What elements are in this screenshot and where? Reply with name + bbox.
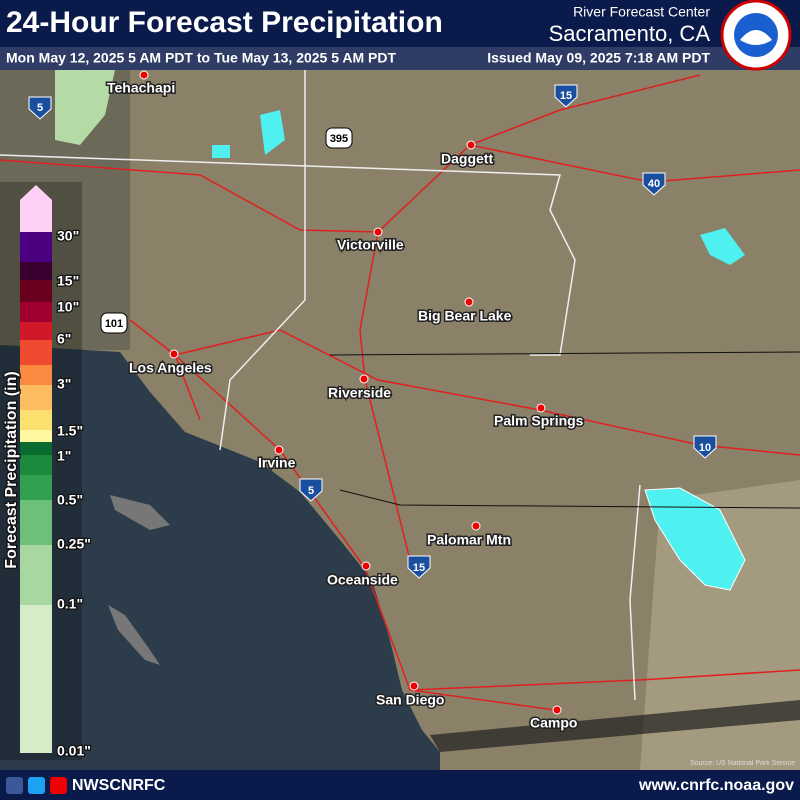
city-label: Riverside (328, 385, 391, 401)
city-label: Big Bear Lake (418, 308, 512, 324)
forecast-period: Mon May 12, 2025 5 AM PDT to Tue May 13,… (6, 50, 396, 66)
highway-label: 5 (308, 485, 314, 497)
highway-label: 395 (330, 133, 348, 145)
map: Tehachapi Daggett Victorville Big Bear L… (0, 70, 800, 770)
city-label: Palm Springs (494, 413, 584, 429)
city-label: Campo (530, 715, 577, 731)
highway-label: 5 (37, 102, 43, 114)
highway-label: 40 (648, 178, 660, 190)
highway-label: 10 (699, 442, 711, 454)
issued-time: Issued May 09, 2025 7:18 AM PDT (487, 50, 710, 66)
legend-title: Forecast Precipitation (in) (3, 371, 20, 568)
header: 24-Hour Forecast Precipitation River For… (0, 0, 800, 71)
city-label: Oceanside (327, 572, 398, 588)
legend-label: 10" (57, 299, 79, 315)
legend-label: 3" (57, 376, 71, 392)
city-label: Victorville (337, 237, 404, 253)
legend-label: 30" (57, 228, 79, 244)
legend-label: 1" (57, 448, 71, 464)
legend-label: 0.01" (57, 743, 91, 759)
highway-shields: 5 15 395 40 101 10 5 15 (28, 84, 717, 579)
legend-label: 1.5" (57, 423, 83, 439)
twitter-icon[interactable] (28, 777, 45, 794)
website-url[interactable]: www.cnrfc.noaa.gov (638, 777, 794, 794)
legend: 30" 15" 10" 6" 3" 1.5" 1" 0.5" 0.25" 0.1… (0, 182, 92, 760)
city-label: Los Angeles (129, 360, 212, 376)
legend-label: 6" (57, 331, 71, 347)
highway-label: 101 (105, 318, 123, 330)
highway-label: 15 (560, 90, 572, 102)
legend-label: 0.5" (57, 492, 83, 508)
center-name: River Forecast Center (573, 4, 710, 20)
legend-label: 0.1" (57, 596, 83, 612)
title: 24-Hour Forecast Precipitation (6, 6, 443, 39)
city-label: Irvine (258, 455, 296, 471)
city-label: Tehachapi (107, 80, 175, 96)
footer: NWSCNRFC www.cnrfc.noaa.gov (0, 770, 800, 800)
city-label: Daggett (441, 151, 493, 167)
source-note: Source: US National Park Service (690, 760, 795, 767)
city-label: Palomar Mtn (427, 532, 511, 548)
legend-label: 0.25" (57, 536, 91, 552)
social-handle: NWSCNRFC (72, 777, 166, 794)
city-label: San Diego (376, 692, 444, 708)
center-location: Sacramento, CA (549, 21, 711, 46)
highway-label: 15 (413, 562, 425, 574)
legend-label: 15" (57, 273, 79, 289)
facebook-icon[interactable] (6, 777, 23, 794)
youtube-icon[interactable] (50, 777, 67, 794)
